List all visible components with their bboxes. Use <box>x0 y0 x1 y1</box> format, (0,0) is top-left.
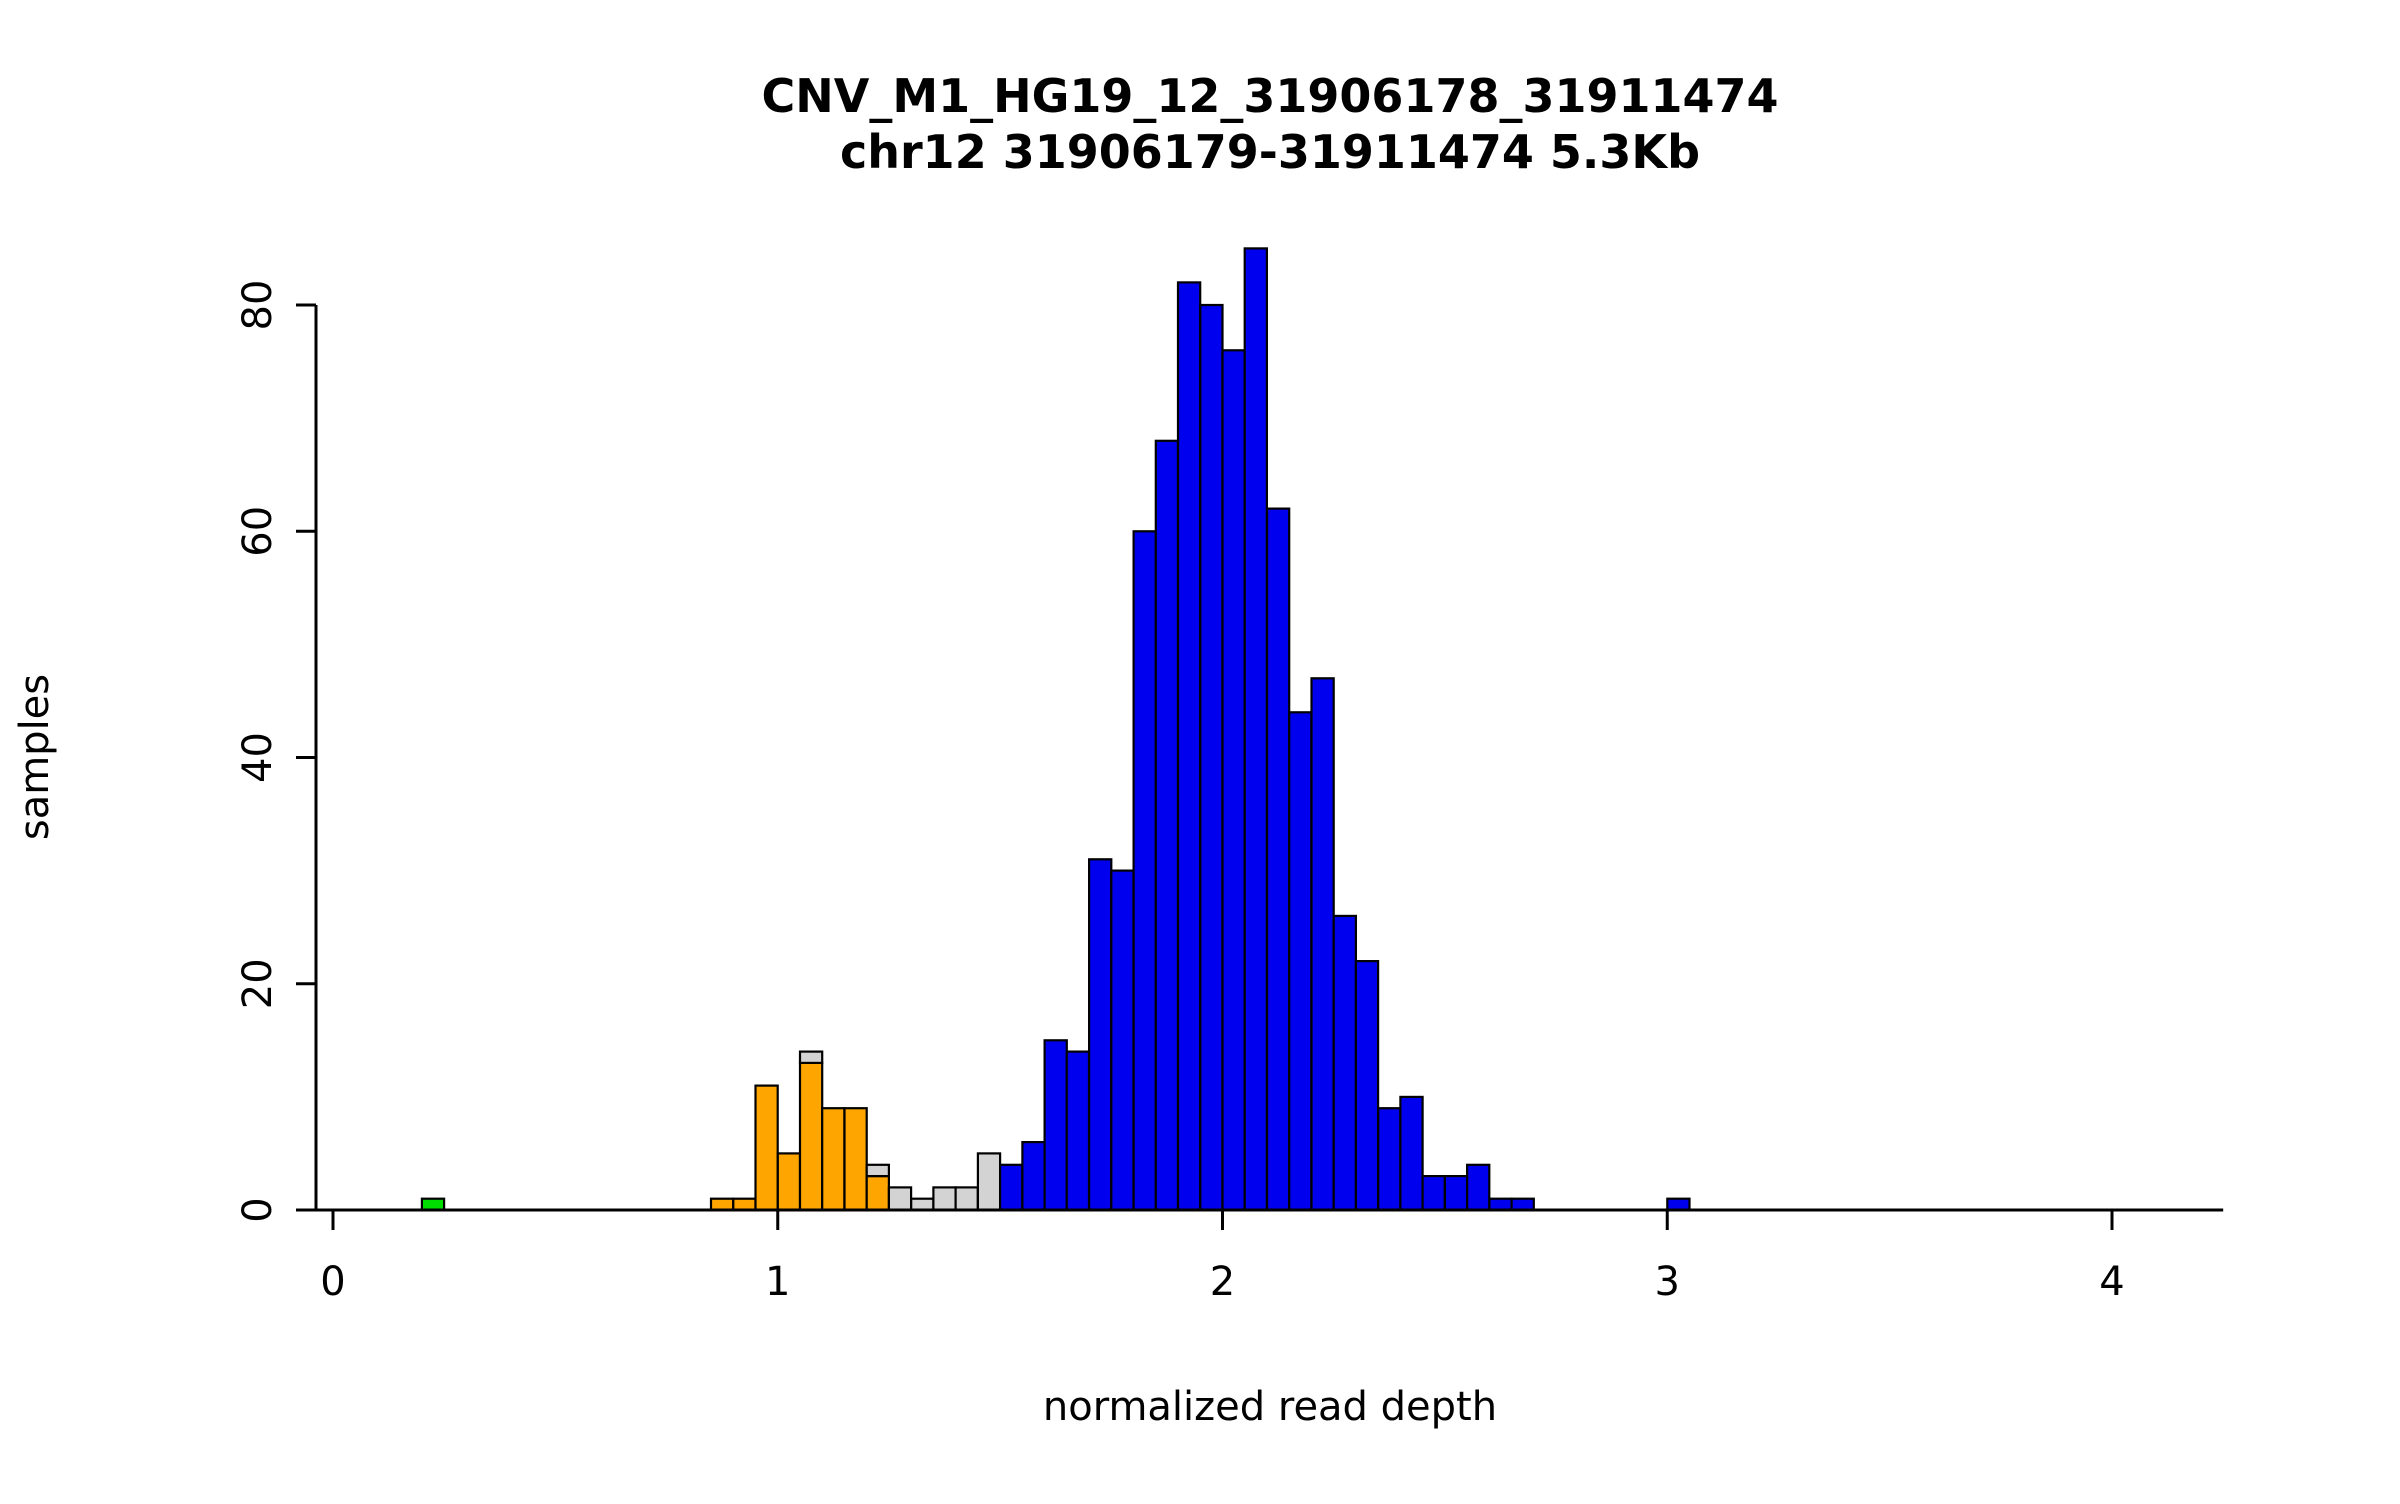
y-tick-label: 60 <box>235 506 281 557</box>
histogram-bar <box>865 1174 891 1212</box>
histogram-bar <box>932 1186 957 1212</box>
histogram-bar <box>998 1163 1024 1212</box>
histogram-bar <box>1021 1140 1046 1212</box>
histogram-bar <box>1443 1174 1469 1212</box>
histogram-bar <box>910 1197 935 1212</box>
histogram-bar <box>1132 530 1157 1212</box>
histogram-bar <box>1332 914 1357 1212</box>
y-axis-label: samples <box>12 674 58 840</box>
x-tick-label: 4 <box>2099 1259 2124 1305</box>
chart-title: CNV_M1_HG19_12_31906178_31911474 <box>761 69 1778 123</box>
y-tick-label: 20 <box>235 958 281 1009</box>
histogram-bar <box>1154 439 1180 1212</box>
histogram-bar <box>1377 1107 1402 1212</box>
y-tick-label: 80 <box>235 280 281 331</box>
y-axis: 0 20 40 60 80 <box>235 280 318 1223</box>
histogram-bar <box>754 1084 779 1212</box>
histogram-bar <box>1043 1039 1068 1212</box>
histogram-bar <box>1110 869 1135 1212</box>
x-tick-label: 3 <box>1655 1259 1680 1305</box>
histogram-bar <box>798 1050 824 1064</box>
histogram-bar <box>1221 349 1246 1212</box>
y-tick-label: 0 <box>235 1197 281 1222</box>
histogram-bar <box>843 1107 868 1212</box>
histogram-bar <box>1065 1050 1091 1212</box>
histogram-bar <box>1421 1174 1446 1212</box>
histogram-bar <box>1176 281 1202 1212</box>
y-tick-label: 40 <box>235 732 281 783</box>
x-axis-label: normalized read depth <box>1043 1384 1497 1430</box>
histogram-bar <box>1310 677 1335 1212</box>
histogram-bar <box>1510 1197 1535 1212</box>
histogram-bar <box>1399 1095 1424 1212</box>
histogram-bar <box>420 1197 446 1212</box>
histogram-bar <box>954 1186 979 1212</box>
histogram-bar <box>821 1107 846 1212</box>
histogram-bar <box>1666 1197 1691 1212</box>
x-tick-label: 1 <box>765 1259 790 1305</box>
histogram-bar <box>1243 247 1268 1212</box>
x-axis: 0 1 2 3 4 <box>316 1208 2224 1305</box>
histogram-bar <box>776 1152 802 1212</box>
x-tick-label: 0 <box>320 1259 345 1305</box>
histogram-bar <box>1354 959 1380 1212</box>
histogram-bar <box>1488 1197 1513 1212</box>
histogram-bar <box>1265 507 1291 1212</box>
histogram-bar <box>1288 711 1313 1212</box>
x-tick-label: 2 <box>1210 1259 1235 1305</box>
bars-group <box>420 247 1691 1212</box>
histogram-bar <box>976 1152 1002 1212</box>
histogram-bar <box>1087 858 1113 1212</box>
histogram-bar <box>865 1163 891 1178</box>
histogram-bar <box>709 1197 735 1212</box>
histogram-bar <box>798 1061 824 1212</box>
histogram-bar <box>1199 303 1224 1212</box>
histogram-bar <box>732 1197 757 1212</box>
histogram-bar <box>1465 1163 1491 1212</box>
histogram-bar <box>887 1186 913 1212</box>
chart-subtitle: chr12 31906179-31911474 5.3Kb <box>840 125 1700 179</box>
